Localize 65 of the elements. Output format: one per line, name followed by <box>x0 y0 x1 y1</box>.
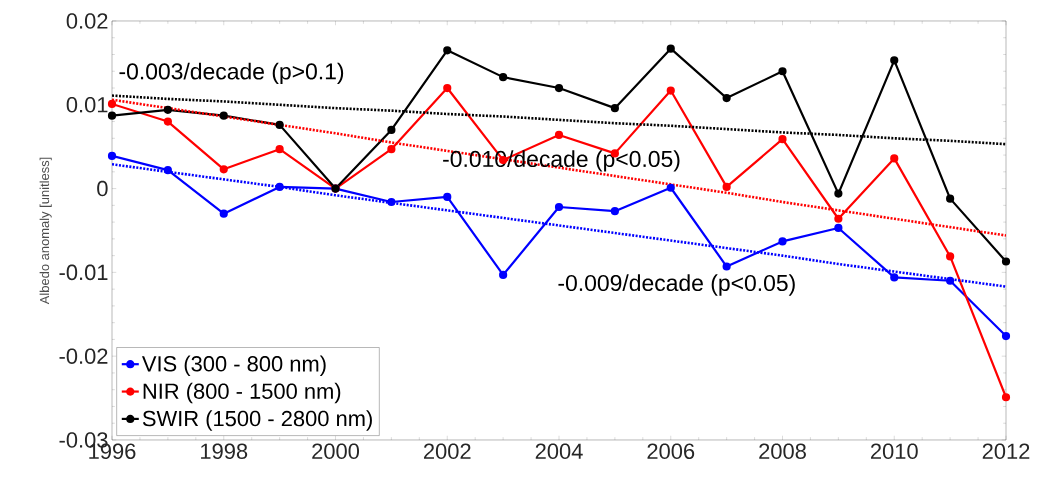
point <box>778 135 787 144</box>
x-tick-label: 2008 <box>759 443 806 460</box>
point <box>443 46 452 55</box>
point <box>219 165 228 174</box>
point <box>610 104 619 113</box>
point <box>275 182 284 192</box>
point <box>834 189 843 198</box>
y-tick-label: 0.02 <box>66 13 108 29</box>
legend-label: SWIR (1500 - 2800 nm) <box>142 410 372 431</box>
legend-label: NIR (800 - 1500 nm) <box>143 382 341 404</box>
point <box>163 105 172 114</box>
point <box>778 67 787 76</box>
point <box>107 111 117 120</box>
x-tick-label: 2012 <box>982 443 1030 460</box>
annotation: -0.003/decade (p>0.1) <box>119 62 344 85</box>
x-tick-label: 2000 <box>312 443 360 460</box>
point <box>554 83 564 93</box>
point <box>666 183 675 192</box>
point <box>778 237 787 246</box>
point <box>1001 331 1011 341</box>
point <box>387 145 396 154</box>
point <box>1001 257 1011 266</box>
point <box>834 223 843 233</box>
x-tick-label: 2004 <box>535 443 583 460</box>
point <box>387 125 396 135</box>
point <box>890 56 899 65</box>
point <box>946 252 955 261</box>
y-axis-title: Albedo anomaly [unitless] <box>39 157 52 305</box>
point <box>890 154 899 163</box>
point <box>722 93 731 103</box>
point <box>163 166 172 175</box>
point <box>1001 393 1011 402</box>
point <box>275 145 284 154</box>
point <box>722 262 731 271</box>
point <box>163 117 172 126</box>
y-tick-label: 0.01 <box>66 97 108 113</box>
point <box>666 86 675 95</box>
point <box>499 270 508 279</box>
point <box>610 207 619 216</box>
x-tick-label: 1998 <box>201 443 248 460</box>
point <box>107 99 117 109</box>
y-tick-label: -0.01 <box>59 264 108 281</box>
x-tick-label: 2002 <box>423 443 471 460</box>
point <box>890 273 899 282</box>
legend-label: VIS (300 - 800 nm) <box>141 355 326 376</box>
point <box>946 194 955 203</box>
point <box>443 83 452 93</box>
point <box>219 209 228 218</box>
point <box>219 111 228 120</box>
point <box>722 182 731 192</box>
point <box>275 120 284 129</box>
point <box>107 151 117 160</box>
point <box>443 192 452 202</box>
point <box>554 202 564 212</box>
point <box>834 214 843 223</box>
x-tick-label: 2010 <box>870 443 918 460</box>
point <box>666 44 675 53</box>
point <box>499 73 508 82</box>
point <box>387 197 396 207</box>
x-tick-label: 2006 <box>647 443 695 460</box>
point <box>554 130 564 140</box>
y-tick-label: -0.02 <box>59 348 108 364</box>
point <box>946 276 955 285</box>
y-tick-label: 0 <box>97 180 108 197</box>
annotation: -0.009/decade (p<0.05) <box>558 274 795 296</box>
